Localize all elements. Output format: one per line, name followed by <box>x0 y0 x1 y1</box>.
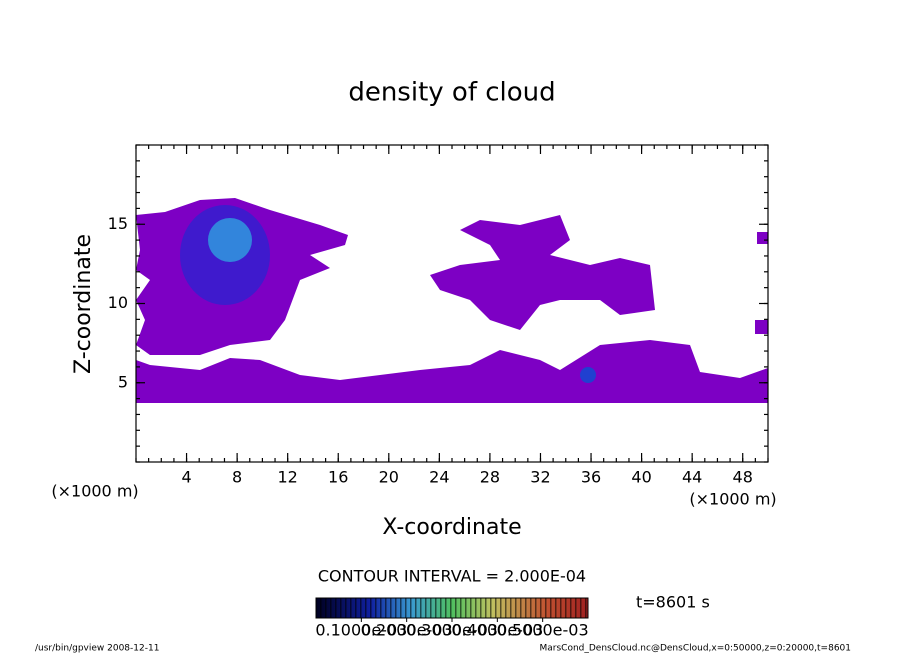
colorbar-tick-label: 0.1000e-03 <box>315 621 407 640</box>
footer-right: MarsCond_DensCloud.nc@DensCloud,x=0:5000… <box>540 644 852 654</box>
x-tick-label: 40 <box>631 468 651 487</box>
x-tick-label: 24 <box>429 468 449 487</box>
x-tick-label: 36 <box>581 468 601 487</box>
cloud-region <box>755 320 768 334</box>
x-tick-label: 48 <box>733 468 753 487</box>
y-tick-label: 5 <box>118 372 128 391</box>
colorbar-tick-label: 0.2000e-03 <box>361 621 453 640</box>
colorbar-tick-label: 0.3000e-03 <box>406 621 498 640</box>
contour-interval: CONTOUR INTERVAL = 2.000E-04 <box>318 567 586 586</box>
x-tick-label: 8 <box>232 468 242 487</box>
x-tick-label: 16 <box>328 468 348 487</box>
x-tick-label: 28 <box>480 468 500 487</box>
cloud-field <box>136 198 768 403</box>
cloud-core <box>208 218 252 262</box>
cloud-region <box>136 340 768 403</box>
colorbar-ticks: 0.1000e-030.2000e-030.3000e-030.4000e-03… <box>315 618 589 640</box>
x-tick-label: 32 <box>530 468 550 487</box>
y-tick-label: 10 <box>108 293 128 312</box>
y-tick-label: 15 <box>108 214 128 233</box>
cloud-region <box>757 232 768 244</box>
footer-left: /usr/bin/gpview 2008-12-11 <box>35 644 159 654</box>
x-tick-label: 44 <box>682 468 702 487</box>
time-label: t=8601 s <box>636 593 710 612</box>
cloud-region <box>430 215 655 330</box>
x-unit: (×1000 m) <box>51 482 138 501</box>
chart-title: density of cloud <box>348 78 555 108</box>
cloud-core <box>580 367 596 383</box>
x-tick-label: 12 <box>278 468 298 487</box>
x-tick-label: 4 <box>181 468 191 487</box>
y-axis-title: Z-coordinate <box>71 234 96 374</box>
colorbar-frame <box>315 597 589 619</box>
x-axis-title: X-coordinate <box>382 515 521 540</box>
x-tick-label: 20 <box>379 468 399 487</box>
colorbar-tick-label: 0.4000e-03 <box>451 621 543 640</box>
colorbar-tick-label: 0.5000e-03 <box>497 621 589 640</box>
x-unit: (×1000 m) <box>689 490 776 509</box>
